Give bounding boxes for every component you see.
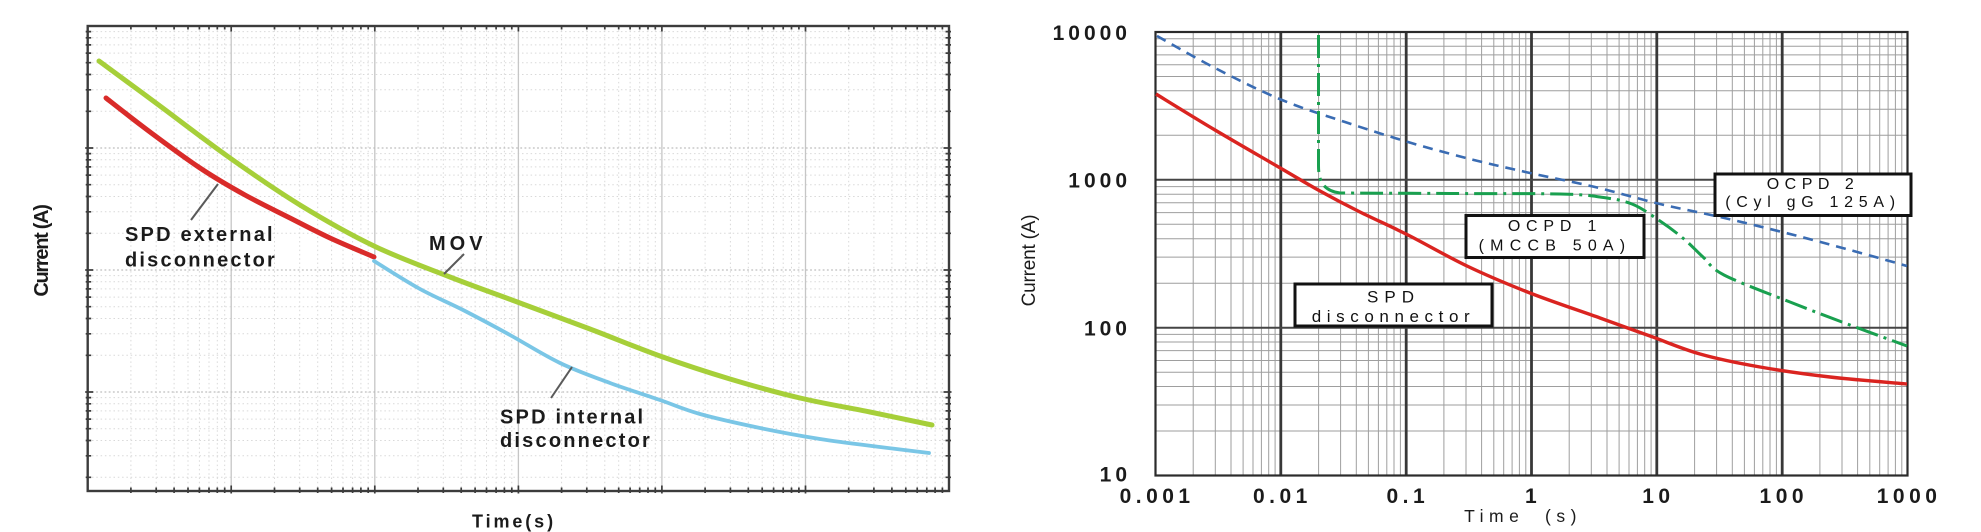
svg-text:0.01: 0.01 — [1253, 485, 1312, 508]
svg-text:1000: 1000 — [1068, 170, 1131, 193]
svg-text:100: 100 — [1760, 485, 1809, 508]
svg-text:(Cyl gG 125A): (Cyl gG 125A) — [1725, 194, 1900, 211]
svg-text:1: 1 — [1525, 485, 1541, 508]
svg-text:disconnector: disconnector — [500, 430, 652, 452]
svg-text:10000: 10000 — [1053, 22, 1131, 45]
svg-text:10: 10 — [1100, 464, 1131, 487]
svg-text:disconnector: disconnector — [1312, 307, 1476, 326]
svg-text:OCPD 2: OCPD 2 — [1767, 176, 1860, 193]
svg-text:SPD internal: SPD internal — [500, 407, 645, 429]
svg-text:0.1: 0.1 — [1386, 485, 1429, 508]
svg-text:SPD: SPD — [1367, 288, 1420, 307]
svg-text:Current (A): Current (A) — [31, 205, 53, 297]
svg-text:Time (s): Time (s) — [1464, 506, 1582, 526]
svg-text:Time(s): Time(s) — [472, 512, 556, 532]
svg-text:100: 100 — [1084, 318, 1131, 341]
svg-text:disconnector: disconnector — [125, 250, 277, 272]
svg-text:10: 10 — [1642, 485, 1674, 508]
svg-text:(MCCB 50A): (MCCB 50A) — [1479, 238, 1632, 255]
svg-text:0.001: 0.001 — [1120, 485, 1195, 508]
svg-text:1000: 1000 — [1877, 485, 1942, 508]
svg-text:Current (A): Current (A) — [1019, 215, 1040, 307]
svg-text:OCPD 1: OCPD 1 — [1508, 218, 1602, 235]
svg-text:MOV: MOV — [429, 233, 487, 255]
svg-text:SPD external: SPD external — [125, 224, 275, 246]
